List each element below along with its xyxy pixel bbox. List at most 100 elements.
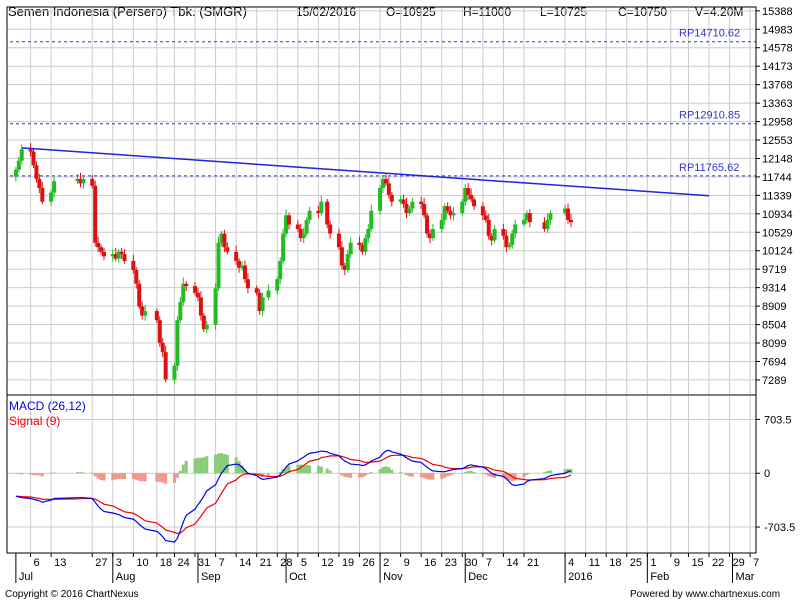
candle-body: [216, 242, 221, 289]
histogram-bar: [237, 461, 241, 474]
candles: [13, 143, 573, 384]
header-date: 15/02/2016: [296, 5, 356, 19]
histogram-bar: [404, 473, 408, 476]
price-y-label: 11744: [762, 172, 792, 184]
candle-body: [566, 208, 571, 220]
month-label: Nov: [383, 571, 403, 583]
candle-body: [184, 283, 189, 286]
macd-line: [15, 449, 572, 543]
histogram-bar: [328, 470, 332, 474]
x-tick-label: 24: [177, 557, 189, 569]
header-close: C=10750: [618, 5, 667, 19]
x-tick-label: 7: [753, 557, 759, 569]
x-tick-label: 15: [691, 557, 703, 569]
price-y-label: 15388: [762, 6, 793, 18]
histogram-bar: [487, 473, 491, 477]
candle-body: [398, 199, 403, 202]
histogram-bar: [466, 471, 470, 474]
candle-body: [110, 254, 115, 257]
candle-body: [348, 242, 353, 255]
trendline: [21, 147, 710, 197]
candle-body: [181, 283, 186, 302]
histogram-bar: [472, 471, 476, 474]
histogram-bar: [40, 473, 44, 477]
candle-body: [49, 192, 54, 202]
histogram-bar: [52, 472, 56, 474]
candle-body: [116, 251, 121, 259]
candle-body: [13, 169, 18, 177]
price-y-label: 7289: [762, 375, 786, 387]
candle-body: [507, 244, 512, 248]
histogram-bar: [504, 473, 508, 479]
histogram-bar: [37, 473, 41, 476]
histogram-bar: [443, 473, 447, 478]
histogram-bar: [484, 473, 488, 475]
x-tick-label: 25: [630, 557, 642, 569]
candle-body: [360, 244, 365, 252]
candle-body: [222, 233, 227, 248]
histogram-bar: [175, 473, 179, 478]
candle-body: [175, 320, 180, 366]
x-tick-label: 5: [301, 557, 307, 569]
price-y-label: 10934: [762, 209, 793, 221]
candle-body: [463, 188, 468, 202]
histogram-bar: [501, 473, 505, 479]
candle-body: [219, 233, 224, 243]
histogram-bar: [278, 471, 282, 474]
candle-body: [137, 283, 142, 307]
candle-body: [157, 320, 162, 343]
histogram-bar: [490, 473, 494, 478]
macd-y-label: -703.5: [764, 522, 795, 534]
histogram-bar: [545, 471, 549, 474]
candle-body: [542, 222, 547, 230]
candle-body: [442, 206, 447, 220]
histogram-bar: [346, 473, 350, 478]
histogram-bar: [390, 469, 394, 474]
candle-body: [234, 251, 239, 261]
candle-body: [342, 265, 347, 271]
candle-body: [52, 181, 57, 193]
histogram-bar: [419, 473, 423, 478]
histogram-bar: [222, 454, 226, 474]
candle-body: [480, 206, 485, 216]
x-tick-label: 9: [404, 557, 410, 569]
histogram-bar: [31, 473, 35, 476]
x-tick-label: 2: [383, 557, 389, 569]
histogram-bar: [358, 473, 362, 478]
histogram-bar: [305, 464, 309, 474]
x-tick-label: 16: [424, 557, 436, 569]
histogram-bar: [460, 473, 464, 474]
histogram-bar: [184, 460, 188, 474]
candle-body: [304, 219, 309, 234]
histogram-bar: [402, 473, 406, 474]
histogram-bar: [360, 473, 364, 478]
histogram-bar: [410, 473, 414, 477]
price-y-label: 13768: [762, 80, 793, 92]
histogram-bar: [302, 465, 306, 474]
histogram-bar: [172, 473, 176, 483]
month-label: Feb: [650, 571, 669, 583]
histogram-bar: [131, 473, 135, 480]
histogram-bar: [425, 473, 429, 480]
histogram-bar: [299, 464, 303, 474]
candle-body: [369, 210, 374, 230]
x-tick-label: 30: [465, 557, 477, 569]
candle-body: [257, 292, 262, 312]
candle-body: [501, 229, 506, 236]
candle-body: [483, 215, 488, 220]
month-label: Dec: [468, 571, 488, 583]
histogram-bar: [566, 468, 570, 474]
month-label: 2016: [568, 571, 592, 583]
candle-body: [204, 324, 209, 330]
candle-body: [301, 233, 306, 239]
candle-body: [90, 178, 95, 186]
histogram-bar: [178, 470, 182, 474]
candle-body: [492, 229, 497, 241]
header-high: H=11000: [463, 5, 511, 19]
candle-body: [419, 201, 424, 204]
candle-body: [281, 233, 286, 261]
candle-body: [345, 254, 350, 271]
candle-body: [521, 219, 526, 225]
histogram-bar: [399, 472, 403, 474]
